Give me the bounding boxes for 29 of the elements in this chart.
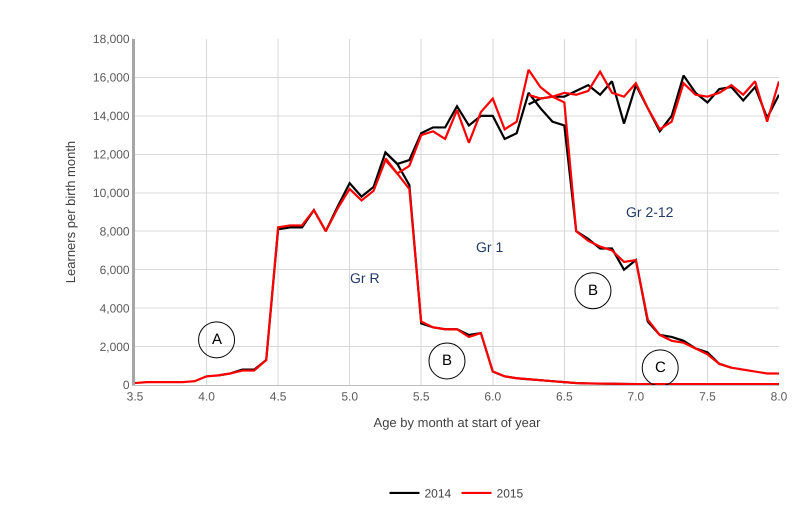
annotation: B [442, 352, 452, 369]
x-tick-label: 4.0 [198, 389, 216, 404]
y-tick-label: 8,000 [100, 224, 130, 238]
legend-label: 2015 [496, 486, 524, 501]
annotation: Gr 1 [476, 239, 504, 255]
x-tick-label: 6.5 [556, 389, 573, 404]
x-axis-title: Age by month at start of year [374, 415, 542, 430]
y-tick-label: 16,000 [92, 70, 130, 85]
y-tick-label: 12,000 [92, 148, 130, 162]
y-tick-label: 10,000 [92, 186, 130, 200]
x-tick-label: 4.5 [270, 389, 287, 404]
x-tick-label: 8.0 [770, 389, 788, 404]
x-tick-label: 6.0 [484, 389, 502, 404]
y-tick-label: 2,000 [100, 340, 130, 354]
annotation: C [655, 359, 666, 376]
y-tick-label: 14,000 [92, 109, 130, 124]
annotation: Gr 2-12 [626, 204, 674, 220]
y-tick-label: 18,000 [92, 32, 130, 46]
x-tick-label: 7.0 [628, 389, 645, 404]
y-tick-label: 6,000 [100, 262, 130, 277]
y-axis-title: Learners per birth month [62, 140, 78, 284]
annotation: B [588, 282, 598, 299]
annotation: A [212, 331, 222, 348]
x-tick-label: 5.5 [412, 389, 430, 404]
legend-label: 2014 [424, 486, 452, 501]
x-tick-label: 5.0 [341, 389, 358, 404]
y-tick-label: 4,000 [100, 301, 130, 316]
x-tick-label: 7.5 [699, 389, 716, 404]
annotation: Gr R [350, 270, 380, 286]
